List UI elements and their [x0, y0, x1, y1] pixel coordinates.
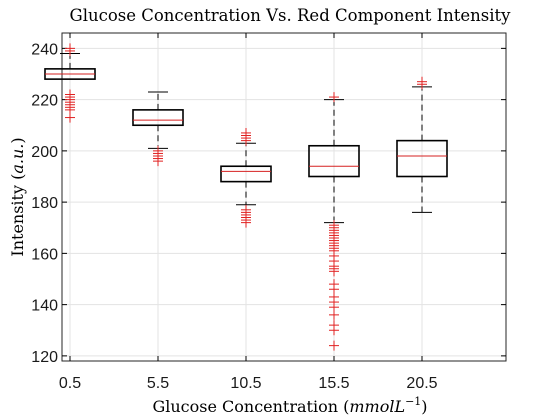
- y-axis-label-end: ): [8, 137, 27, 143]
- axis-ticks: 120 140 160 180 200 220 240 0.5 5.5 10.5 15.5 20.5: [31, 33, 506, 392]
- boxes-layer: [44, 43, 448, 351]
- y-tick-label: 140: [31, 298, 58, 315]
- x-axis-label-text: Glucose Concentration (: [152, 397, 349, 416]
- box-15.5: [308, 92, 360, 351]
- y-tick-label: 240: [31, 41, 58, 58]
- box-5.5: [132, 91, 184, 167]
- x-tick-label: 10.5: [230, 375, 261, 392]
- chart-title: Glucose Concentration Vs. Red Component …: [70, 6, 512, 25]
- y-axis-label: Intensity (a.u.): [8, 137, 27, 256]
- iqr-box: [308, 144, 360, 178]
- iqr-box: [220, 165, 272, 183]
- iqr-box: [132, 109, 184, 127]
- x-axis-label-end: ): [421, 397, 427, 416]
- y-tick-label: 220: [31, 93, 58, 110]
- y-tick-label: 120: [31, 349, 58, 366]
- x-tick-label: 15.5: [318, 375, 349, 392]
- y-tick-label: 160: [31, 246, 58, 263]
- x-axis-label-italic: mmolL: [349, 397, 405, 416]
- x-axis-label-superscript: −1: [405, 395, 421, 408]
- y-axis-label-text: Intensity (: [8, 174, 27, 257]
- x-tick-label: 5.5: [147, 375, 169, 392]
- x-tick-label: 0.5: [59, 375, 81, 392]
- gridlines: [62, 33, 506, 361]
- plot-area: [61, 32, 507, 362]
- y-tick-label: 200: [31, 144, 58, 161]
- box-0.5: [44, 43, 96, 123]
- box-20.5: [396, 76, 448, 213]
- x-tick-label: 20.5: [406, 375, 437, 392]
- x-axis-label: Glucose Concentration (mmolL−1): [152, 395, 427, 416]
- iqr-box: [396, 139, 448, 178]
- y-axis-label-italic: a.u.: [8, 144, 27, 174]
- box-10.5: [220, 127, 272, 228]
- y-tick-label: 180: [31, 195, 58, 212]
